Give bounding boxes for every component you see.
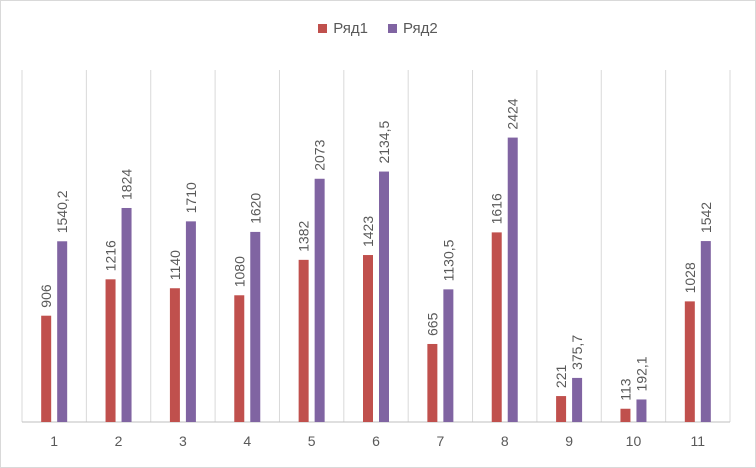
bar-series-2	[636, 399, 647, 422]
bar-series-1	[427, 343, 438, 422]
x-tick-label: 7	[436, 433, 444, 449]
x-tick-label: 11	[691, 433, 706, 449]
bar-series-1	[556, 396, 567, 422]
data-label-series-1: 665	[424, 312, 440, 336]
data-label-series-2: 1710	[183, 182, 199, 213]
x-tick-label: 5	[308, 433, 316, 449]
bar-series-1	[234, 295, 245, 422]
bar-series-2	[121, 207, 132, 422]
bar-series-1	[41, 315, 52, 422]
legend-swatch-series-1	[318, 24, 328, 33]
data-label-series-2: 1620	[247, 193, 263, 224]
bar-series-2	[250, 231, 261, 422]
bar-series-2	[185, 221, 196, 422]
x-tick-label: 2	[115, 433, 123, 449]
x-tick-label: 6	[372, 433, 380, 449]
data-label-series-1: 1080	[231, 256, 247, 287]
x-tick-label: 9	[565, 433, 573, 449]
data-label-series-2: 1540,2	[54, 190, 70, 233]
legend-label-series-2: Ряд2	[403, 20, 438, 37]
data-label-series-1: 221	[553, 364, 569, 388]
data-label-series-2: 2424	[505, 98, 521, 129]
bar-series-2	[572, 377, 583, 422]
data-label-series-2: 1824	[119, 169, 135, 200]
bar-series-2	[379, 171, 389, 422]
bar-series-2	[700, 241, 711, 422]
data-label-series-1: 906	[38, 284, 54, 308]
legend-item-series-2: Ряд2	[388, 20, 438, 37]
data-label-series-2: 192,1	[633, 356, 649, 391]
bar-series-1	[169, 288, 180, 422]
bar-series-1	[684, 301, 695, 422]
bar-series-2	[507, 137, 518, 423]
bar-series-1	[363, 255, 373, 422]
data-label-series-1: 113	[617, 378, 633, 401]
data-label-series-1: 1028	[682, 262, 698, 293]
x-tick-label: 4	[243, 433, 251, 449]
data-label-series-2: 2134,5	[376, 121, 392, 164]
data-label-series-1: 1423	[360, 216, 376, 247]
legend: Ряд1 Ряд2	[0, 20, 756, 37]
bar-series-1	[105, 279, 116, 422]
legend-label-series-1: Ряд1	[333, 20, 368, 37]
bar-series-1	[491, 232, 502, 422]
data-label-series-1: 1216	[103, 240, 119, 271]
x-tick-label: 1	[50, 433, 58, 449]
data-label-series-1: 1382	[296, 220, 312, 251]
data-label-series-2: 1542	[698, 202, 714, 233]
bar-series-1	[298, 259, 309, 422]
x-tick-label: 8	[501, 433, 509, 449]
data-label-series-2: 2073	[312, 139, 328, 170]
bar-series-1	[620, 408, 631, 422]
data-label-series-2: 375,7	[569, 335, 585, 370]
bar-series-2	[57, 241, 68, 422]
bar-series-2	[314, 178, 325, 422]
data-label-series-1: 1140	[167, 250, 183, 280]
legend-item-series-1: Ряд1	[318, 20, 368, 37]
bar-series-2	[443, 289, 454, 422]
x-tick-label: 3	[179, 433, 187, 449]
legend-swatch-series-2	[388, 24, 397, 33]
data-label-series-1: 1616	[489, 193, 505, 224]
data-label-series-2: 1130,5	[440, 239, 456, 281]
x-tick-label: 10	[626, 433, 642, 449]
